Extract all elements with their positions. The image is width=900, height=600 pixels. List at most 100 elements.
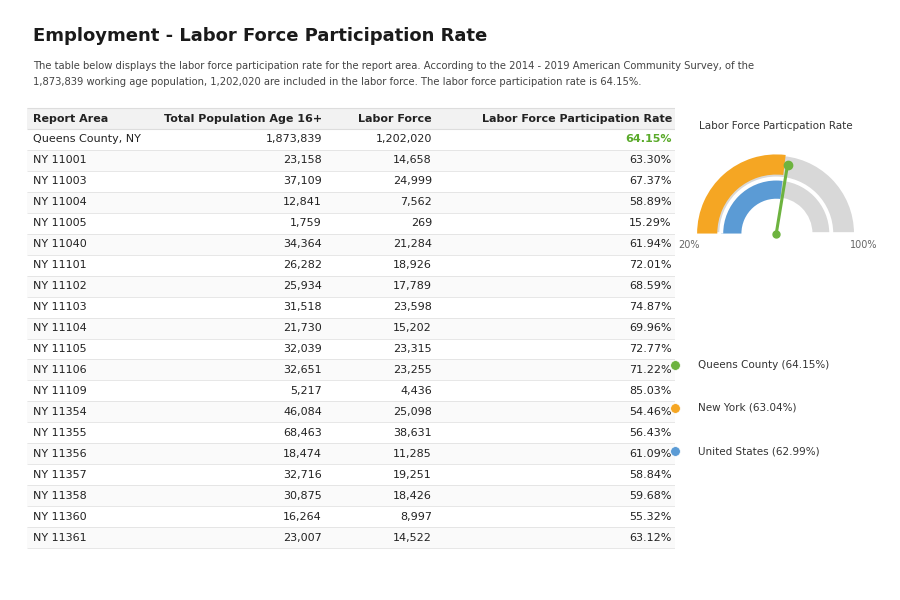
Bar: [27, 213, 675, 234]
Wedge shape: [698, 154, 786, 233]
Text: NY 11105: NY 11105: [33, 344, 87, 354]
Text: NY 11004: NY 11004: [33, 197, 87, 208]
Text: NY 11356: NY 11356: [33, 449, 87, 459]
Text: 5,217: 5,217: [290, 386, 322, 396]
Text: NY 11102: NY 11102: [33, 281, 87, 291]
Text: NY 11003: NY 11003: [33, 176, 87, 187]
Text: 23,158: 23,158: [284, 155, 322, 166]
Bar: [27, 108, 675, 129]
Text: 18,474: 18,474: [283, 449, 322, 459]
Text: NY 11357: NY 11357: [33, 470, 87, 479]
Text: 85.03%: 85.03%: [629, 386, 671, 396]
Bar: [27, 359, 675, 380]
Bar: [27, 296, 675, 317]
Text: 20%: 20%: [679, 240, 700, 250]
Text: 30,875: 30,875: [284, 491, 322, 500]
Text: 32,716: 32,716: [284, 470, 322, 479]
Bar: [27, 527, 675, 548]
Text: 61.94%: 61.94%: [629, 239, 671, 249]
Text: Queens County (64.15%): Queens County (64.15%): [698, 360, 830, 370]
Text: 1,202,020: 1,202,020: [375, 134, 432, 145]
Text: 23,255: 23,255: [393, 365, 432, 375]
Text: NY 11103: NY 11103: [33, 302, 87, 312]
Text: Employment - Labor Force Participation Rate: Employment - Labor Force Participation R…: [33, 26, 488, 44]
Text: United States (62.99%): United States (62.99%): [698, 446, 820, 456]
Text: 31,518: 31,518: [284, 302, 322, 312]
Text: New York (63.04%): New York (63.04%): [698, 403, 796, 413]
Text: 18,426: 18,426: [393, 491, 432, 500]
Text: NY 11005: NY 11005: [33, 218, 87, 228]
Text: 25,934: 25,934: [283, 281, 322, 291]
Text: NY 11040: NY 11040: [33, 239, 87, 249]
Text: NY 11355: NY 11355: [33, 428, 87, 438]
Bar: [27, 380, 675, 401]
Text: 38,631: 38,631: [393, 428, 432, 438]
Text: 269: 269: [410, 218, 432, 228]
Text: NY 11358: NY 11358: [33, 491, 87, 500]
Text: 69.96%: 69.96%: [629, 323, 671, 333]
Text: 15,202: 15,202: [393, 323, 432, 333]
Bar: [27, 485, 675, 506]
Text: 1,759: 1,759: [290, 218, 322, 228]
Text: Queens County, NY: Queens County, NY: [33, 134, 141, 145]
Text: NY 11106: NY 11106: [33, 365, 87, 375]
Text: 23,315: 23,315: [393, 344, 432, 354]
Text: 100%: 100%: [850, 240, 877, 250]
Text: NY 11109: NY 11109: [33, 386, 87, 396]
Text: NY 11354: NY 11354: [33, 407, 87, 417]
Wedge shape: [719, 176, 833, 233]
Text: 59.68%: 59.68%: [629, 491, 671, 500]
Wedge shape: [721, 179, 783, 233]
Text: NY 11361: NY 11361: [33, 533, 87, 542]
Bar: [27, 401, 675, 422]
Text: 24,999: 24,999: [393, 176, 432, 187]
Text: 11,285: 11,285: [393, 449, 432, 459]
Text: 54.46%: 54.46%: [629, 407, 671, 417]
Text: 25,098: 25,098: [393, 407, 432, 417]
Text: 37,109: 37,109: [284, 176, 322, 187]
Text: 21,284: 21,284: [393, 239, 432, 249]
Bar: [27, 338, 675, 359]
Text: 8,997: 8,997: [400, 512, 432, 521]
Text: 56.43%: 56.43%: [629, 428, 671, 438]
Text: 67.37%: 67.37%: [629, 176, 671, 187]
Text: 16,264: 16,264: [284, 512, 322, 521]
Bar: [27, 234, 675, 254]
Text: 1,873,839: 1,873,839: [266, 134, 322, 145]
Text: Labor Force: Labor Force: [358, 113, 432, 124]
Text: 68.59%: 68.59%: [629, 281, 671, 291]
Text: 4,436: 4,436: [400, 386, 432, 396]
Text: NY 11360: NY 11360: [33, 512, 87, 521]
Text: 21,730: 21,730: [284, 323, 322, 333]
Text: 15.29%: 15.29%: [629, 218, 671, 228]
Text: 32,039: 32,039: [284, 344, 322, 354]
Text: 23,598: 23,598: [393, 302, 432, 312]
Text: 58.84%: 58.84%: [629, 470, 671, 479]
Text: NY 11001: NY 11001: [33, 155, 87, 166]
Bar: [27, 443, 675, 464]
Text: NY 11104: NY 11104: [33, 323, 87, 333]
Text: 72.77%: 72.77%: [629, 344, 671, 354]
Text: 63.12%: 63.12%: [629, 533, 671, 542]
Text: 34,364: 34,364: [284, 239, 322, 249]
Text: 26,282: 26,282: [283, 260, 322, 270]
Text: Labor Force Participation Rate: Labor Force Participation Rate: [482, 113, 671, 124]
Text: 7,562: 7,562: [400, 197, 432, 208]
Bar: [27, 422, 675, 443]
Text: 23,007: 23,007: [284, 533, 322, 542]
Bar: [27, 150, 675, 171]
Text: Report Area: Report Area: [33, 113, 109, 124]
Text: 18,926: 18,926: [393, 260, 432, 270]
Wedge shape: [698, 154, 855, 233]
Text: 58.89%: 58.89%: [629, 197, 671, 208]
Text: 14,658: 14,658: [393, 155, 432, 166]
Bar: [27, 254, 675, 275]
Text: 72.01%: 72.01%: [629, 260, 671, 270]
Text: 1,873,839 working age population, 1,202,020 are included in the labor force. The: 1,873,839 working age population, 1,202,…: [33, 77, 642, 87]
Text: 68,463: 68,463: [284, 428, 322, 438]
Text: Total Population Age 16+: Total Population Age 16+: [164, 113, 322, 124]
Bar: [27, 171, 675, 192]
Bar: [27, 464, 675, 485]
Bar: [27, 317, 675, 338]
Text: 17,789: 17,789: [393, 281, 432, 291]
